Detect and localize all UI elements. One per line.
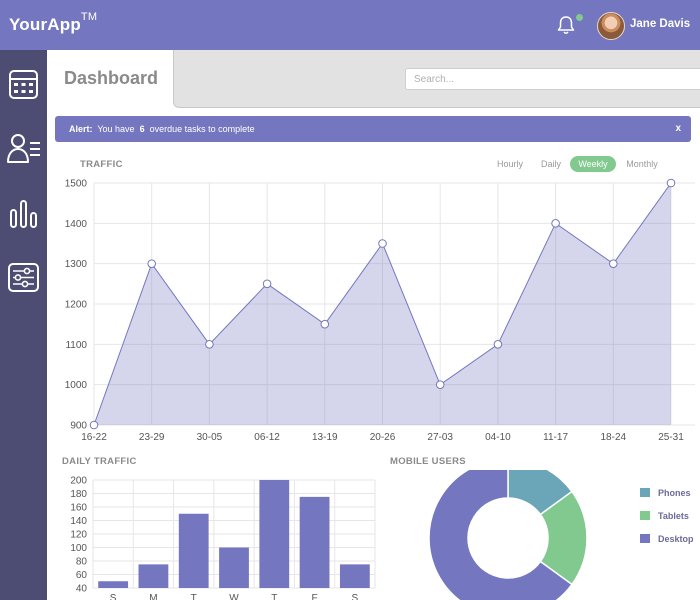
- x-tick-label: 11-17: [543, 432, 568, 443]
- traffic-point: [435, 380, 445, 389]
- y-tick-label: 1000: [65, 380, 88, 391]
- alert-text-after: overdue tasks to complete: [149, 124, 255, 134]
- traffic-point: [609, 259, 618, 268]
- traffic-point: [147, 259, 156, 268]
- legend-item-tablets: Tablets: [640, 511, 689, 521]
- users-icon[interactable]: [5, 130, 42, 167]
- tab-hourly[interactable]: Hourly: [496, 159, 523, 169]
- x-tick-label: T: [271, 593, 277, 600]
- x-tick-label: 27-03: [427, 432, 453, 443]
- y-tick-label: 1200: [65, 300, 88, 311]
- x-tick-label: 23-29: [139, 432, 165, 443]
- traffic-point: [320, 319, 330, 329]
- y-tick-label: 1300: [65, 259, 88, 270]
- legend-item-phones: Phones: [640, 488, 691, 498]
- alert-close-button[interactable]: x: [675, 123, 681, 134]
- legend-swatch-tablets: [640, 511, 650, 520]
- traffic-area: [94, 183, 671, 425]
- app-name: YourApp: [9, 15, 81, 34]
- x-tick-label: S: [352, 593, 359, 600]
- x-tick-label: 18-24: [601, 432, 627, 443]
- y-tick-label: 160: [70, 503, 87, 514]
- traffic-point: [89, 420, 99, 430]
- search-input[interactable]: [405, 68, 700, 90]
- daily-traffic-bar: [98, 581, 129, 588]
- x-tick-label: T: [191, 593, 197, 600]
- calendar-icon[interactable]: [5, 66, 42, 103]
- x-tick-label: M: [149, 593, 157, 600]
- traffic-chart: 900 1000 1100 1200 1300 1400 1500 16-22 23-29 30-…: [65, 178, 695, 443]
- x-tick-label: 13-19: [312, 432, 338, 443]
- bar-chart-icon[interactable]: [5, 195, 42, 232]
- legend-label: Tablets: [658, 511, 689, 521]
- x-tick-label: 25-31: [658, 432, 684, 443]
- mobile-users-chart: [428, 470, 588, 600]
- traffic-point: [205, 340, 214, 349]
- daily-traffic-bar: [259, 480, 290, 588]
- legend-item-desktop: Desktop: [640, 534, 694, 544]
- daily-traffic-bar: [178, 513, 209, 588]
- legend-swatch-desktop: [640, 534, 650, 543]
- donut-slice-desktop: [428, 470, 573, 600]
- mobile-users-label: MOBILE USERS: [390, 456, 466, 467]
- bell-icon[interactable]: [555, 14, 577, 36]
- alert-count: 6: [139, 124, 145, 134]
- daily-traffic-bar: [219, 547, 249, 588]
- traffic-point: [666, 178, 676, 188]
- y-tick-label: 1500: [65, 179, 88, 190]
- traffic-point: [262, 279, 272, 289]
- x-tick-label: F: [312, 593, 318, 600]
- notification-dot: [576, 14, 583, 21]
- tab-daily[interactable]: Daily: [540, 159, 561, 169]
- legend-swatch-phones: [640, 488, 650, 497]
- legend-label: Desktop: [658, 534, 694, 544]
- alert-message: Alert: You have 6 overdue tasks to compl…: [69, 124, 255, 134]
- alert-label: Alert:: [69, 124, 93, 134]
- traffic-point: [493, 340, 503, 349]
- alert-banner: Alert: You have 6 overdue tasks to compl…: [55, 116, 691, 142]
- y-tick-label: 900: [70, 421, 87, 432]
- y-tick-label: 140: [70, 516, 87, 527]
- tab-weekly[interactable]: Weekly: [570, 156, 616, 172]
- daily-traffic-bar: [138, 564, 169, 588]
- page-title: Dashboard: [64, 68, 159, 88]
- daily-traffic-chart: 40 60 80 100 120 140 160 180 200 S M T W T F S: [70, 476, 376, 600]
- y-tick-label: 100: [70, 543, 87, 554]
- x-tick-label: W: [229, 593, 239, 600]
- traffic-label: TRAFFIC: [80, 159, 123, 170]
- daily-traffic-bar: [339, 564, 370, 588]
- daily-traffic-bar: [299, 496, 330, 588]
- legend-label: Phones: [658, 488, 691, 498]
- traffic-point: [551, 219, 560, 228]
- sliders-icon[interactable]: [5, 259, 42, 296]
- traffic-point: [378, 239, 387, 248]
- sidebar: [0, 50, 47, 600]
- user-name[interactable]: Jane Davis: [630, 18, 691, 30]
- y-tick-label: 40: [76, 584, 88, 595]
- avatar[interactable]: [597, 12, 625, 40]
- y-tick-label: 1400: [65, 219, 88, 230]
- x-tick-label: 06-12: [254, 432, 280, 443]
- y-tick-label: 60: [76, 570, 88, 581]
- app-header: YourAppTM Jane Davis: [0, 0, 700, 50]
- app-logo[interactable]: YourAppTM: [9, 11, 97, 35]
- tab-monthly[interactable]: Monthly: [626, 159, 658, 169]
- x-tick-label: 20-26: [370, 432, 396, 443]
- y-tick-label: 80: [76, 557, 88, 568]
- y-tick-label: 180: [70, 489, 87, 500]
- y-tick-label: 120: [70, 530, 87, 541]
- x-tick-label: 04-10: [485, 432, 511, 443]
- x-tick-label: S: [110, 593, 117, 600]
- x-tick-label: 30-05: [197, 432, 223, 443]
- x-tick-label: 16-22: [81, 432, 107, 443]
- trademark: TM: [80, 11, 98, 23]
- alert-text-before: You have: [97, 124, 135, 134]
- y-tick-label: 200: [70, 476, 87, 487]
- daily-traffic-label: DAILY TRAFFIC: [62, 456, 137, 467]
- y-tick-label: 1100: [65, 340, 87, 351]
